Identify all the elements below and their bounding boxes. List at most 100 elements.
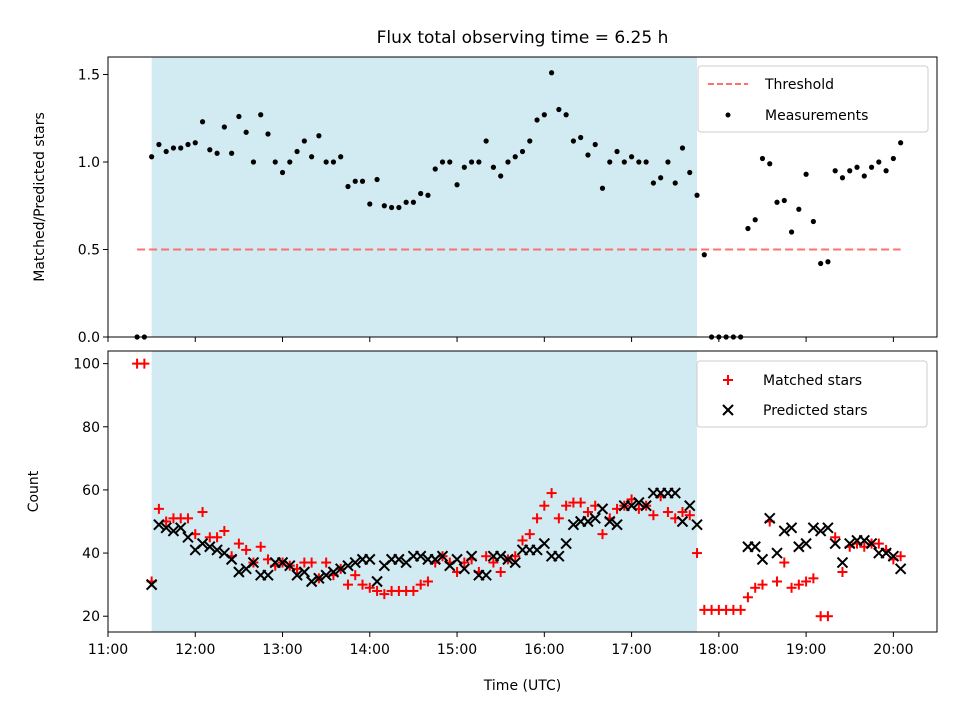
predicted-star-point	[793, 541, 805, 553]
legend-measurements-label: Measurements	[765, 108, 868, 124]
predicted-star-point	[553, 550, 565, 562]
legend-measurements-swatch	[725, 112, 731, 118]
measurement-point	[883, 168, 889, 174]
predicted-star-point	[276, 556, 289, 569]
predicted-star-point	[894, 563, 907, 575]
measurement-point	[207, 147, 213, 153]
predicted-star-point	[204, 541, 216, 553]
predicted-star-point	[262, 569, 274, 581]
measurement-point	[832, 168, 838, 174]
measurement-point	[381, 203, 387, 209]
measurement-point	[658, 175, 664, 181]
measurement-point	[301, 138, 307, 144]
x-tick-label: 13:00	[262, 642, 302, 658]
observing-window-bottom	[151, 351, 698, 632]
predicted-star-point	[880, 547, 892, 559]
x-tick-label: 20:00	[873, 642, 913, 658]
measurement-point	[679, 145, 686, 151]
measurement-point	[607, 159, 613, 165]
measurement-point	[250, 159, 257, 165]
observing-window-top	[151, 57, 698, 337]
y-tick-label: 0.0	[78, 330, 100, 346]
measurement-point	[643, 159, 649, 165]
measurement-point	[548, 70, 555, 76]
legend-predicted-marker	[722, 404, 734, 416]
predicted-star-point	[814, 525, 827, 537]
x-tick-label: 11:00	[88, 642, 128, 658]
measurement-point	[570, 138, 577, 144]
measurement-point	[839, 175, 846, 181]
measurement-point	[614, 148, 620, 155]
measurement-point	[818, 260, 824, 267]
x-tick-label: 15:00	[437, 642, 477, 658]
x-tick-label: 17:00	[611, 642, 651, 658]
predicted-star-point	[858, 534, 870, 547]
legend-box-bottom	[696, 360, 928, 428]
measurement-point	[876, 159, 882, 165]
x-tick-label: 18:00	[699, 642, 739, 658]
measurement-point	[868, 164, 875, 170]
measurement-point	[556, 106, 562, 113]
measurement-point	[265, 131, 271, 137]
predicted-star-point	[153, 518, 165, 531]
predicted-star-point	[611, 518, 623, 531]
predicted-star-point	[822, 522, 834, 534]
measurement-point	[752, 217, 758, 223]
measurement-point	[287, 159, 293, 165]
y-axis-label-top: Matched/Predicted stars	[32, 112, 48, 282]
predicted-star-point	[625, 500, 638, 512]
measurement-point	[694, 192, 700, 198]
measurement-point	[781, 197, 787, 204]
measurement-point	[745, 225, 751, 232]
top-panel-ticks: 0.0 0.5 1.0 1.5	[78, 68, 894, 346]
predicted-star-point	[582, 515, 594, 528]
measurement-point	[163, 148, 169, 155]
measurement-point	[199, 119, 206, 125]
predicted-star-point	[211, 544, 223, 556]
measurement-point	[687, 169, 693, 176]
predicted-star-point	[298, 566, 311, 578]
measurement-point	[396, 204, 402, 211]
predicted-star-point	[371, 575, 383, 588]
predicted-star-point	[567, 518, 580, 531]
legend-predicted-swatch	[722, 404, 734, 416]
predicted-star-point	[429, 553, 441, 566]
legend-matched-label: Matched stars	[763, 373, 862, 389]
y-tick-label: 40	[82, 546, 100, 562]
measurement-point	[309, 154, 315, 160]
measurement-point	[796, 206, 802, 212]
predicted-star-point	[756, 553, 769, 566]
measurement-point	[323, 159, 329, 165]
predicted-star-point	[247, 556, 260, 569]
legend-matched-swatch	[723, 375, 733, 385]
measurement-point	[454, 182, 460, 188]
measurement-point	[258, 112, 264, 118]
legend-predicted-label: Predicted stars	[763, 403, 868, 419]
measurement-point	[185, 141, 191, 148]
top-panel: 0.0 0.5 1.0 1.5 Flux total observing time =…	[32, 28, 938, 346]
measurement-point	[650, 180, 656, 186]
predicted-star-point	[182, 531, 194, 543]
measurement-point	[425, 192, 431, 198]
predicted-star-point	[887, 550, 900, 562]
measurement-point	[847, 168, 853, 174]
measurement-point	[898, 140, 904, 146]
x-axis-label: Time (UTC)	[483, 678, 561, 694]
measurement-point	[854, 164, 860, 170]
y-tick-label: 60	[82, 483, 100, 499]
predicted-star-point	[676, 515, 689, 528]
legend-bottom: Matched stars Predicted stars	[696, 360, 928, 428]
measurement-point	[403, 199, 409, 205]
predicted-star-point	[844, 537, 856, 550]
measurement-point	[490, 164, 497, 170]
predicted-star-point	[349, 556, 361, 569]
y-tick-label: 1.0	[78, 155, 100, 171]
predicted-star-point	[393, 553, 405, 566]
legend-threshold-label: Threshold	[764, 77, 834, 93]
predicted-star-point	[771, 547, 783, 559]
predicted-star-point	[865, 537, 878, 550]
measurement-point	[636, 159, 642, 165]
measurement-point	[447, 159, 453, 165]
bottom-panel-ticks: 20 40 60 80 100 11:00 12:00 13:00 14:00 15:00 16:0…	[73, 357, 913, 658]
